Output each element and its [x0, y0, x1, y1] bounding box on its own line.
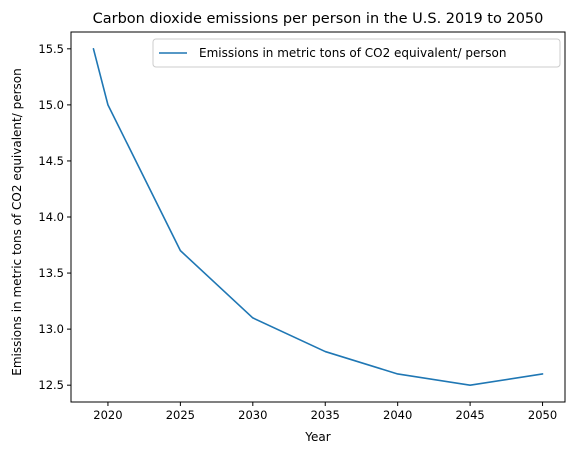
chart-title: Carbon dioxide emissions per person in t…	[93, 11, 544, 27]
series-line	[92, 48, 544, 386]
x-axis-label: Year	[304, 430, 330, 444]
y-tick-label: 15.5	[38, 42, 64, 56]
y-tick-label: 14.5	[38, 154, 64, 168]
legend-box	[152, 38, 561, 68]
y-tick-label: 15.0	[38, 98, 64, 112]
y-tick-label: 12.5	[38, 378, 64, 392]
y-tick-label: 13.5	[38, 266, 64, 280]
x-tick-label: 2040	[383, 408, 412, 422]
y-axis: 12.5 13.0 13.5 14.0 14.5 15.0 15.5	[38, 42, 71, 392]
legend-label: Emissions in metric tons of CO2 equivale…	[199, 46, 506, 60]
x-tick-label: 2020	[93, 408, 122, 422]
x-tick-label: 2045	[455, 408, 484, 422]
x-tick-label: 2030	[238, 408, 267, 422]
plot-area	[70, 31, 566, 403]
x-axis: 2020 2025 2030 2035 2040 2045 2050	[93, 402, 557, 422]
plot-frame	[70, 31, 566, 403]
legend: Emissions in metric tons of CO2 equivale…	[152, 38, 561, 68]
y-axis-label: Emissions in metric tons of CO2 equivale…	[10, 68, 24, 375]
x-tick-label: 2050	[528, 408, 557, 422]
series-layer	[92, 48, 544, 386]
y-tick-label: 14.0	[38, 210, 64, 224]
y-tick-label: 13.0	[38, 322, 64, 336]
x-tick-label: 2025	[166, 408, 195, 422]
x-tick-label: 2035	[311, 408, 340, 422]
